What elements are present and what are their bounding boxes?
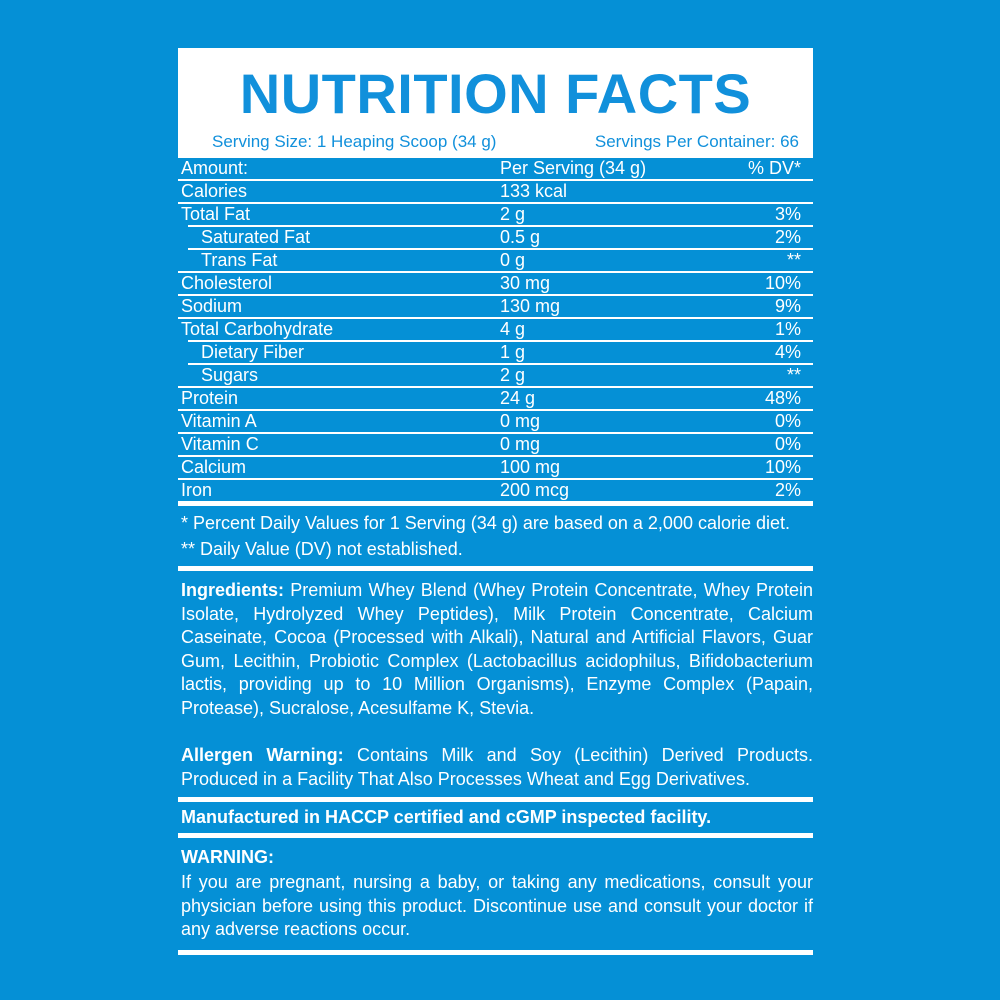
nutrient-name: Saturated Fat (201, 227, 311, 247)
footnote-daily-values: * Percent Daily Values for 1 Serving (34… (181, 513, 791, 533)
nutrient-dv: 2% (774, 227, 801, 247)
nutrient-name: Calcium (181, 457, 247, 477)
nutrient-dv: 10% (764, 457, 801, 477)
nutrient-name: Sugars (201, 365, 259, 385)
section-divider (178, 566, 813, 571)
nutrient-name: Dietary Fiber (201, 342, 305, 362)
table-row: Sugars 2 g ** (178, 365, 813, 386)
table-row: Saturated Fat 0.5 g 2% (178, 227, 813, 248)
nutrient-amount: 30 mg (500, 273, 551, 293)
header-panel: NUTRITION FACTS Serving Size: 1 Heaping … (178, 48, 813, 158)
warning-heading: WARNING: (181, 847, 274, 867)
table-row: Vitamin C 0 mg 0% (178, 434, 813, 455)
warning-text: If you are pregnant, nursing a baby, or … (181, 872, 813, 939)
row-separator (188, 340, 813, 342)
row-separator (178, 294, 813, 296)
section-divider (178, 501, 813, 506)
nutrient-dv: 0% (774, 434, 801, 454)
footnotes: * Percent Daily Values for 1 Serving (34… (178, 506, 813, 566)
nutrient-dv: ** (786, 365, 801, 385)
nutrient-dv: 10% (764, 273, 801, 293)
nutrient-amount: 2 g (500, 365, 526, 385)
serving-info-row: Serving Size: 1 Heaping Scoop (34 g) Ser… (178, 132, 813, 152)
row-separator (188, 225, 813, 227)
ingredients-text: Premium Whey Blend (Whey Protein Concent… (181, 580, 813, 718)
manufactured-statement: Manufactured in HACCP certified and cGMP… (181, 807, 712, 827)
nutrient-name: Cholesterol (181, 273, 273, 293)
table-header-row: Amount: Per Serving (34 g) % DV* (178, 158, 813, 179)
page-title: NUTRITION FACTS (239, 62, 752, 125)
ingredients-paragraph: Ingredients: Premium Whey Blend (Whey Pr… (178, 579, 813, 720)
row-separator (178, 202, 813, 204)
nutrient-dv: 4% (774, 342, 801, 362)
row-separator (178, 317, 813, 319)
nutrient-name: Vitamin C (181, 434, 259, 454)
servings-per-container-text: Servings Per Container: 66 (594, 132, 799, 151)
row-separator (188, 363, 813, 365)
nutrition-facts-label: NUTRITION FACTS Serving Size: 1 Heaping … (178, 48, 813, 955)
allergen-paragraph: Allergen Warning: Contains Milk and Soy … (178, 744, 813, 791)
table-row: Protein 24 g 48% (178, 388, 813, 409)
nutrient-dv: 3% (774, 204, 801, 224)
nutrient-amount: 0.5 g (500, 227, 541, 247)
table-row: Calcium 100 mg 10% (178, 457, 813, 478)
nutrition-table: Amount: Per Serving (34 g) % DV* Calories 13… (178, 158, 813, 501)
nutrient-name: Protein (181, 388, 239, 408)
table-row: Total Fat 2 g 3% (178, 204, 813, 225)
nutrient-amount: 100 mg (500, 457, 561, 477)
section-divider (178, 797, 813, 802)
table-row: Total Carbohydrate 4 g 1% (178, 319, 813, 340)
allergen-warning-text: Contains Milk and Soy (Lecithin) Derived… (181, 745, 813, 789)
nutrient-amount: 1 g (500, 342, 526, 362)
row-separator (178, 179, 813, 181)
nutrient-name: Amount: (181, 158, 249, 178)
table-row: Calories 133 kcal (178, 181, 813, 202)
allergen-warning-label: Allergen Warning: (181, 745, 344, 765)
nutrient-name: Total Carbohydrate (181, 319, 334, 339)
nutrient-dv: % DV* (747, 158, 801, 178)
nutrient-amount: 2 g (500, 204, 526, 224)
nutrient-dv: ** (786, 250, 801, 270)
row-separator (178, 409, 813, 411)
nutrient-amount: 0 mg (500, 434, 541, 454)
nutrient-name: Iron (181, 480, 213, 500)
nutrient-amount: 24 g (500, 388, 536, 408)
nutrient-amount: Per Serving (34 g) (500, 158, 647, 178)
section-divider (178, 833, 813, 838)
table-row: Iron 200 mcg 2% (178, 480, 813, 501)
nutrient-name: Sodium (181, 296, 243, 316)
row-separator (178, 271, 813, 273)
table-row: Cholesterol 30 mg 10% (178, 273, 813, 294)
nutrient-amount: 133 kcal (500, 181, 568, 201)
section-divider (178, 949, 813, 955)
nutrient-amount: 0 g (500, 250, 526, 270)
nutrient-dv: 2% (774, 480, 801, 500)
nutrient-dv: 0% (774, 411, 801, 431)
nutrient-name: Calories (181, 181, 248, 201)
nutrient-name: Vitamin A (181, 411, 257, 431)
nutrient-amount: 4 g (500, 319, 526, 339)
nutrient-dv: 48% (764, 388, 801, 408)
nutrient-amount: 130 mg (500, 296, 561, 316)
row-separator (178, 478, 813, 480)
nutrient-dv: 1% (774, 319, 801, 339)
ingredients-label: Ingredients: (181, 580, 285, 600)
nutrient-amount: 200 mcg (500, 480, 570, 500)
footnote-dv-not-established: ** Daily Value (DV) not established. (181, 539, 463, 559)
row-separator (188, 248, 813, 250)
nutrient-name: Trans Fat (201, 250, 278, 270)
nutrient-amount: 0 mg (500, 411, 541, 431)
table-row: Sodium 130 mg 9% (178, 296, 813, 317)
nutrient-name: Total Fat (181, 204, 251, 224)
table-row: Dietary Fiber 1 g 4% (178, 342, 813, 363)
row-separator (178, 386, 813, 388)
table-row: Vitamin A 0 mg 0% (178, 411, 813, 432)
row-separator (178, 455, 813, 457)
nutrient-dv: 9% (774, 296, 801, 316)
table-row: Trans Fat 0 g ** (178, 250, 813, 271)
serving-size-text: Serving Size: 1 Heaping Scoop (34 g) (212, 132, 497, 151)
row-separator (178, 432, 813, 434)
